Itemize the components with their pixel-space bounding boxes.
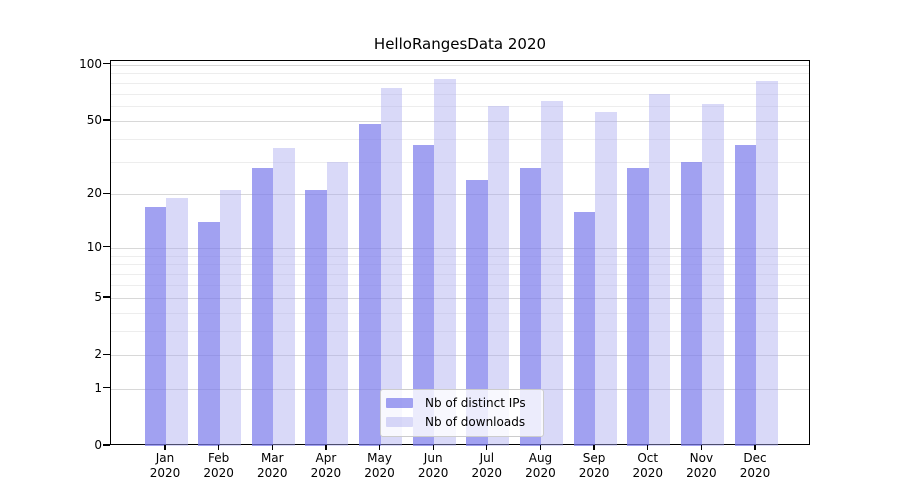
major-gridline-2 [111,355,809,357]
x-tick-mark-dec [754,445,756,450]
bar-downloads-dec [756,80,778,446]
bar-distinct-ips-nov [680,162,703,446]
x-tick-label-dec: Dec 2020 [739,451,771,480]
bar-distinct-ips-oct [627,167,649,446]
y-tick-label-1: 1 [94,380,102,395]
x-tick-mark-sep [593,445,595,450]
minor-gridline-7 [111,274,809,276]
x-tick-label-sep: Sep 2020 [578,451,610,480]
bar-distinct-ips-mar [251,167,274,446]
y-tick-label-20: 20 [86,186,102,201]
x-tick-mark-oct [647,445,649,450]
bar-downloads-oct [648,93,671,446]
x-tick-label-feb: Feb 2020 [203,451,234,480]
legend-row-downloads: Nb of downloads [386,415,535,429]
major-gridline-20 [111,194,809,196]
y-tick-label-10: 10 [86,239,102,254]
y-tick-label-0: 0 [94,438,102,452]
legend-label-distinct-ips: Nb of distinct IPs [425,396,526,410]
minor-gridline-60 [111,106,809,108]
y-tick-mark-50 [103,119,110,121]
y-tick-mark-20 [103,192,110,194]
minor-gridline-70 [111,93,809,95]
major-gridline-100 [111,64,809,66]
x-tick-mark-jan [164,445,166,450]
legend-swatch-distinct-ips [386,398,413,408]
legend-row-distinct-ips: Nb of distinct IPs [386,396,535,410]
y-tick-label-5: 5 [94,289,102,304]
y-tick-mark-5 [103,296,110,298]
minor-gridline-9 [111,255,809,257]
y-tick-mark-10 [103,246,110,248]
x-tick-mark-apr [325,445,327,450]
x-tick-mark-may [378,445,381,450]
legend: Nb of distinct IPs Nb of downloads [380,389,544,437]
major-gridline-10 [111,247,809,249]
legend-swatch-downloads [386,417,413,427]
x-tick-label-mar: Mar 2020 [256,451,288,480]
x-tick-mark-mar [271,445,273,450]
major-gridline-50 [111,120,809,122]
minor-gridline-6 [111,285,809,287]
bar-downloads-may [380,88,403,446]
bar-distinct-ips-jan [144,207,166,446]
bar-distinct-ips-jul [466,179,488,446]
x-tick-label-aug: Aug 2020 [525,451,556,480]
y-tick-label-50: 50 [86,112,102,127]
x-tick-label-may: May 2020 [364,451,395,480]
x-tick-label-oct: Oct 2020 [632,451,663,480]
bar-distinct-ips-aug [519,167,542,446]
x-tick-mark-feb [217,445,220,450]
y-tick-mark-0 [103,444,110,446]
bar-downloads-jan [166,198,188,446]
x-tick-mark-jul [486,445,488,450]
x-tick-label-jul: Jul 2020 [471,451,503,480]
x-tick-label-jan: Jan 2020 [149,451,181,480]
bar-downloads-mar [273,147,295,446]
minor-gridline-40 [111,139,809,141]
x-tick-mark-jun [432,445,434,450]
x-tick-label-jun: Jun 2020 [417,451,449,480]
bar-distinct-ips-may [359,124,381,446]
bar-distinct-ips-dec [734,145,756,446]
plot-area [110,60,810,446]
x-tick-mark-nov [700,445,702,450]
minor-gridline-4 [111,312,809,314]
bar-downloads-feb [219,190,242,446]
bar-downloads-nov [702,103,724,446]
bar-distinct-ips-jun [412,145,435,446]
x-tick-label-nov: Nov 2020 [686,451,717,480]
bar-downloads-sep [595,111,617,446]
legend-label-downloads: Nb of downloads [425,415,526,429]
minor-gridline-30 [111,162,809,164]
y-tick-label-2: 2 [94,347,102,362]
y-tick-label-100: 100 [79,56,102,71]
minor-gridline-80 [111,82,809,84]
bar-downloads-jun [434,78,456,446]
bar-downloads-aug [541,100,563,446]
bar-distinct-ips-sep [573,211,596,446]
chart-title: HelloRangesData 2020 [373,35,547,53]
bar-downloads-jul [487,106,510,446]
minor-gridline-3 [111,331,809,333]
minor-gridline-8 [111,264,809,266]
bar-downloads-apr [326,162,349,446]
y-tick-mark-100 [103,62,110,65]
x-tick-mark-aug [539,445,542,450]
y-tick-mark-2 [103,353,110,355]
bar-distinct-ips-feb [198,222,220,446]
major-gridline-5 [111,297,809,299]
minor-gridline-90 [111,73,809,75]
x-tick-label-apr: Apr 2020 [310,451,342,480]
bar-distinct-ips-apr [305,190,327,446]
y-tick-mark-1 [103,387,110,389]
